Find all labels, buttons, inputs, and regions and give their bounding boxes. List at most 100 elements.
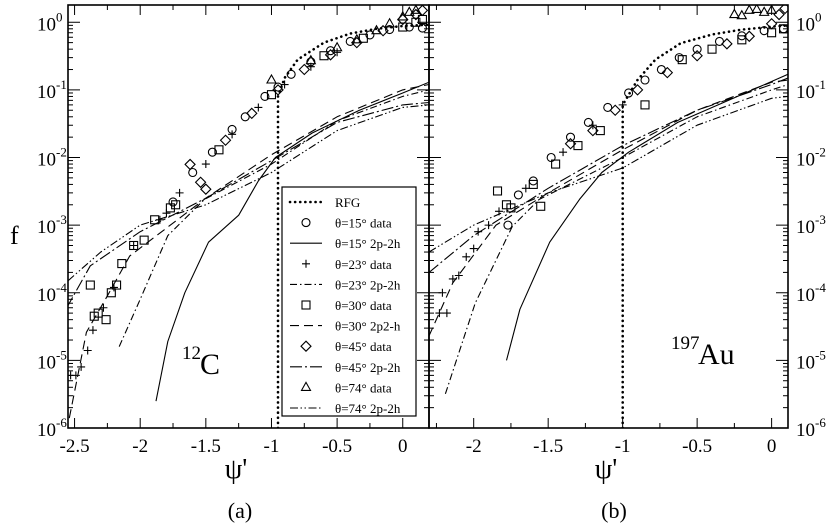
series-points-plus xyxy=(68,48,342,380)
data-point-diamond xyxy=(609,104,621,117)
series-points-diamond xyxy=(184,5,429,195)
legend-item: θ=15° data xyxy=(301,216,392,231)
data-point-triangle xyxy=(384,17,396,28)
legend-item: θ=74° 2p-2h xyxy=(290,401,401,416)
data-point-square xyxy=(266,90,277,100)
data-point-circle xyxy=(404,22,414,32)
data-point-plus xyxy=(484,221,493,230)
y-tick-exponent: -1 xyxy=(815,77,826,92)
data-point-circle xyxy=(603,102,613,112)
data-point-plus xyxy=(454,271,463,280)
data-point-square xyxy=(595,126,605,136)
data-point-square xyxy=(93,308,103,318)
data-point-circle xyxy=(345,36,355,47)
x-tick-label: -1 xyxy=(615,436,631,457)
data-point-triangle xyxy=(371,24,382,35)
data-point-circle xyxy=(503,220,513,230)
data-point-circle xyxy=(624,88,634,98)
nucleus-symbol-b: Au xyxy=(698,338,735,371)
y-tick-exponent: -6 xyxy=(815,415,826,430)
y-tick-exponent: -2 xyxy=(56,145,67,160)
nucleus-mass-a: 12 xyxy=(182,343,201,364)
data-point-circle xyxy=(286,69,296,79)
data-point-plus xyxy=(435,309,444,318)
x-tick-label: -1 xyxy=(264,436,280,457)
data-point-circle xyxy=(365,30,375,40)
legend-label: θ=23° 2p-2h xyxy=(335,277,401,292)
data-point-plus xyxy=(254,103,263,112)
series-points-circle xyxy=(503,24,788,230)
data-point-square xyxy=(411,17,421,27)
legend-label: θ=74° 2p-2h xyxy=(335,401,401,416)
legend-label: θ=30° 2p2-h xyxy=(335,319,401,334)
data-point-square xyxy=(165,203,175,213)
data-point-plus xyxy=(462,252,471,261)
data-point-square xyxy=(677,55,687,65)
data-point-diamond xyxy=(631,84,644,96)
y-tick-base: 10 xyxy=(796,420,815,441)
data-point-plus xyxy=(474,227,483,236)
y-tick-label: 10-3 xyxy=(796,212,826,238)
data-point-triangle xyxy=(305,54,317,65)
data-point-circle xyxy=(759,26,769,36)
x-tick-label: -2.5 xyxy=(60,436,90,457)
x-tick-label: -2 xyxy=(466,436,482,457)
data-point-diamond xyxy=(200,183,212,195)
data-point-plus xyxy=(109,283,118,292)
data-point-square xyxy=(85,280,95,290)
series-points-triangle xyxy=(728,5,778,20)
y-tick-exponent: -1 xyxy=(56,77,67,92)
data-point-circle xyxy=(417,23,427,33)
data-point-square xyxy=(150,215,160,225)
data-point-circle xyxy=(674,53,684,63)
data-point-plus xyxy=(77,362,86,371)
data-point-diamond xyxy=(661,66,674,79)
y-tick-label: 10-5 xyxy=(37,347,67,373)
y-tick-base: 10 xyxy=(796,150,815,171)
data-point-plus xyxy=(559,148,568,157)
data-point-diamond xyxy=(324,49,337,61)
data-point-plus xyxy=(438,288,447,297)
data-point-diamond xyxy=(587,124,599,137)
data-point-square xyxy=(398,22,408,32)
legend-label: θ=15° data xyxy=(335,216,392,231)
data-point-diamond xyxy=(219,134,232,147)
data-point-plus xyxy=(228,130,237,139)
data-point-diamond xyxy=(743,30,756,43)
series-line--23-2p-2h xyxy=(118,89,429,347)
data-point-diamond xyxy=(298,63,311,76)
data-point-circle xyxy=(513,190,523,200)
y-tick-base: 10 xyxy=(37,82,56,103)
y-tick-base: 10 xyxy=(37,420,56,441)
data-point-circle xyxy=(714,36,725,47)
nucleus-label-b: 197 Au xyxy=(671,333,735,371)
legend-label: θ=30° data xyxy=(335,298,392,313)
y-tick-base: 10 xyxy=(796,217,815,238)
legend-item: RFG xyxy=(288,195,360,210)
data-point-diamond xyxy=(779,5,788,15)
data-point-square xyxy=(171,200,181,210)
data-point-square xyxy=(112,280,122,290)
y-tick-label: 10-5 xyxy=(796,347,826,373)
x-tick-label: -0.5 xyxy=(322,436,352,457)
y-tick-label: 10-4 xyxy=(37,280,67,306)
data-point-plus xyxy=(71,371,80,380)
data-point-triangle xyxy=(751,5,763,13)
x-ticks xyxy=(74,5,404,428)
data-point-plus xyxy=(521,184,530,193)
x-tick-label: -2 xyxy=(132,436,148,457)
data-point-circle xyxy=(385,25,395,35)
series-line--45-2p-2h xyxy=(68,101,429,307)
data-point-square xyxy=(767,28,777,38)
data-point-square xyxy=(528,179,538,189)
x-axis-label-b: ψ' xyxy=(595,454,618,485)
data-point-diamond xyxy=(416,5,429,17)
legend-item: θ=30° data xyxy=(301,298,392,313)
y-tick-exponent: -3 xyxy=(56,212,67,227)
x-tick-label: -1.5 xyxy=(533,436,563,457)
legend: RFG θ=15° data θ=15° 2p-2h θ=23° data θ=23° … xyxy=(281,186,417,417)
legend-item: θ=45° 2p-2h xyxy=(290,360,401,375)
data-point-diamond xyxy=(691,49,703,62)
data-point-square xyxy=(117,259,127,269)
x-axis-label-a: ψ' xyxy=(225,454,248,485)
